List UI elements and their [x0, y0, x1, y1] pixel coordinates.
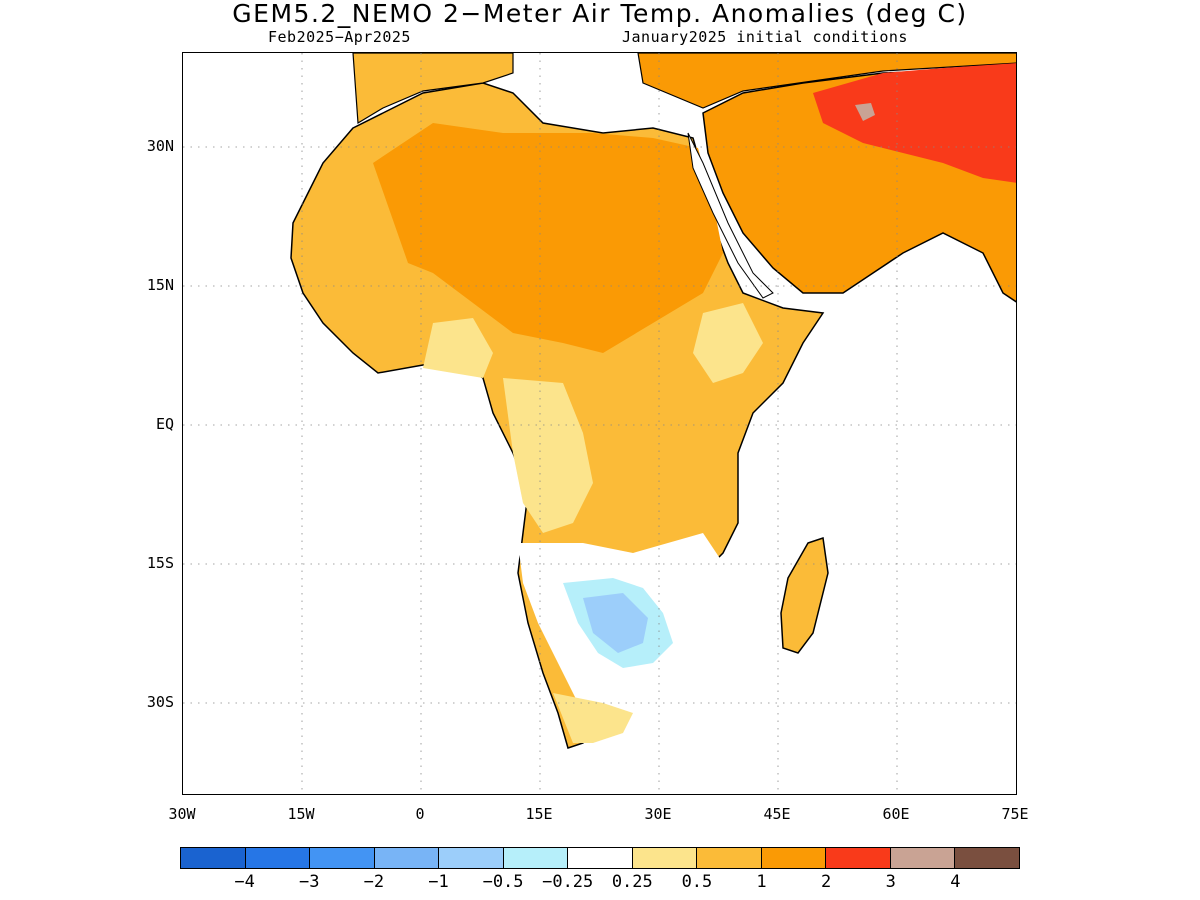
colorbar-label: 0.5 [681, 872, 713, 892]
lon-label-45e: 45E [763, 805, 791, 823]
map-area [182, 52, 1017, 795]
forecast-period: Feb2025−Apr2025 [268, 28, 411, 46]
colorbar [180, 847, 1020, 869]
colorbar-segment [697, 848, 762, 868]
lat-label-15s: 15S [146, 554, 174, 572]
lon-label-30w: 30W [168, 805, 196, 823]
sahara-warm-region [373, 123, 723, 353]
colorbar-segment [245, 848, 311, 868]
botswana-cooler-region [583, 593, 648, 653]
lat-label-30s: 30S [146, 693, 174, 711]
colorbar-label: −2 [363, 872, 385, 892]
colorbar-label: −3 [298, 872, 320, 892]
lon-label-0: 0 [415, 805, 425, 823]
colorbar-segment [568, 848, 633, 868]
turkey-coast [637, 53, 1016, 109]
colorbar-label: −0.25 [542, 872, 594, 892]
lat-label-15n: 15N [146, 276, 174, 294]
colorbar-segment [439, 848, 504, 868]
colorbar-label: 4 [950, 872, 961, 892]
guinea-light-region [423, 318, 493, 378]
colorbar-label: −1 [428, 872, 449, 892]
red-sea [687, 132, 774, 299]
map-title: GEM5.2_NEMO 2−Meter Air Temp. Anomalies … [232, 0, 968, 28]
europe-coast [352, 53, 514, 125]
lat-label-30n: 30N [146, 137, 174, 155]
colorbar-segment [761, 848, 827, 868]
lon-label-30e: 30E [644, 805, 672, 823]
lon-label-60e: 60E [882, 805, 910, 823]
colorbar-label: 0.25 [611, 872, 653, 892]
colorbar-segment [181, 848, 246, 868]
central-light-region [503, 378, 593, 533]
iran-peak-region [855, 103, 875, 121]
madagascar [780, 537, 829, 654]
colorbar-label: −0.5 [482, 872, 524, 892]
lon-label-75e: 75E [1001, 805, 1029, 823]
lon-label-15w: 15W [287, 805, 315, 823]
colorbar-label: 1 [756, 872, 767, 892]
lon-label-15e: 15E [525, 805, 553, 823]
iran-hot-region [813, 63, 1016, 183]
lat-label-eq: EQ [155, 415, 174, 433]
colorbar-segment [632, 848, 698, 868]
colorbar-label: 3 [885, 872, 896, 892]
colorbar-segment [310, 848, 375, 868]
colorbar-segment [826, 848, 891, 868]
southafrica-light-region [553, 693, 633, 743]
east-africa-light-region [693, 303, 763, 383]
colorbar-segment [503, 848, 569, 868]
colorbar-segment [955, 848, 1019, 868]
initial-conditions: January2025 initial conditions [622, 28, 908, 46]
colorbar-segment [374, 848, 440, 868]
colorbar-segment [890, 848, 956, 868]
anomaly-map [183, 53, 1016, 794]
colorbar-label: 2 [821, 872, 832, 892]
colorbar-label: −4 [234, 872, 255, 892]
